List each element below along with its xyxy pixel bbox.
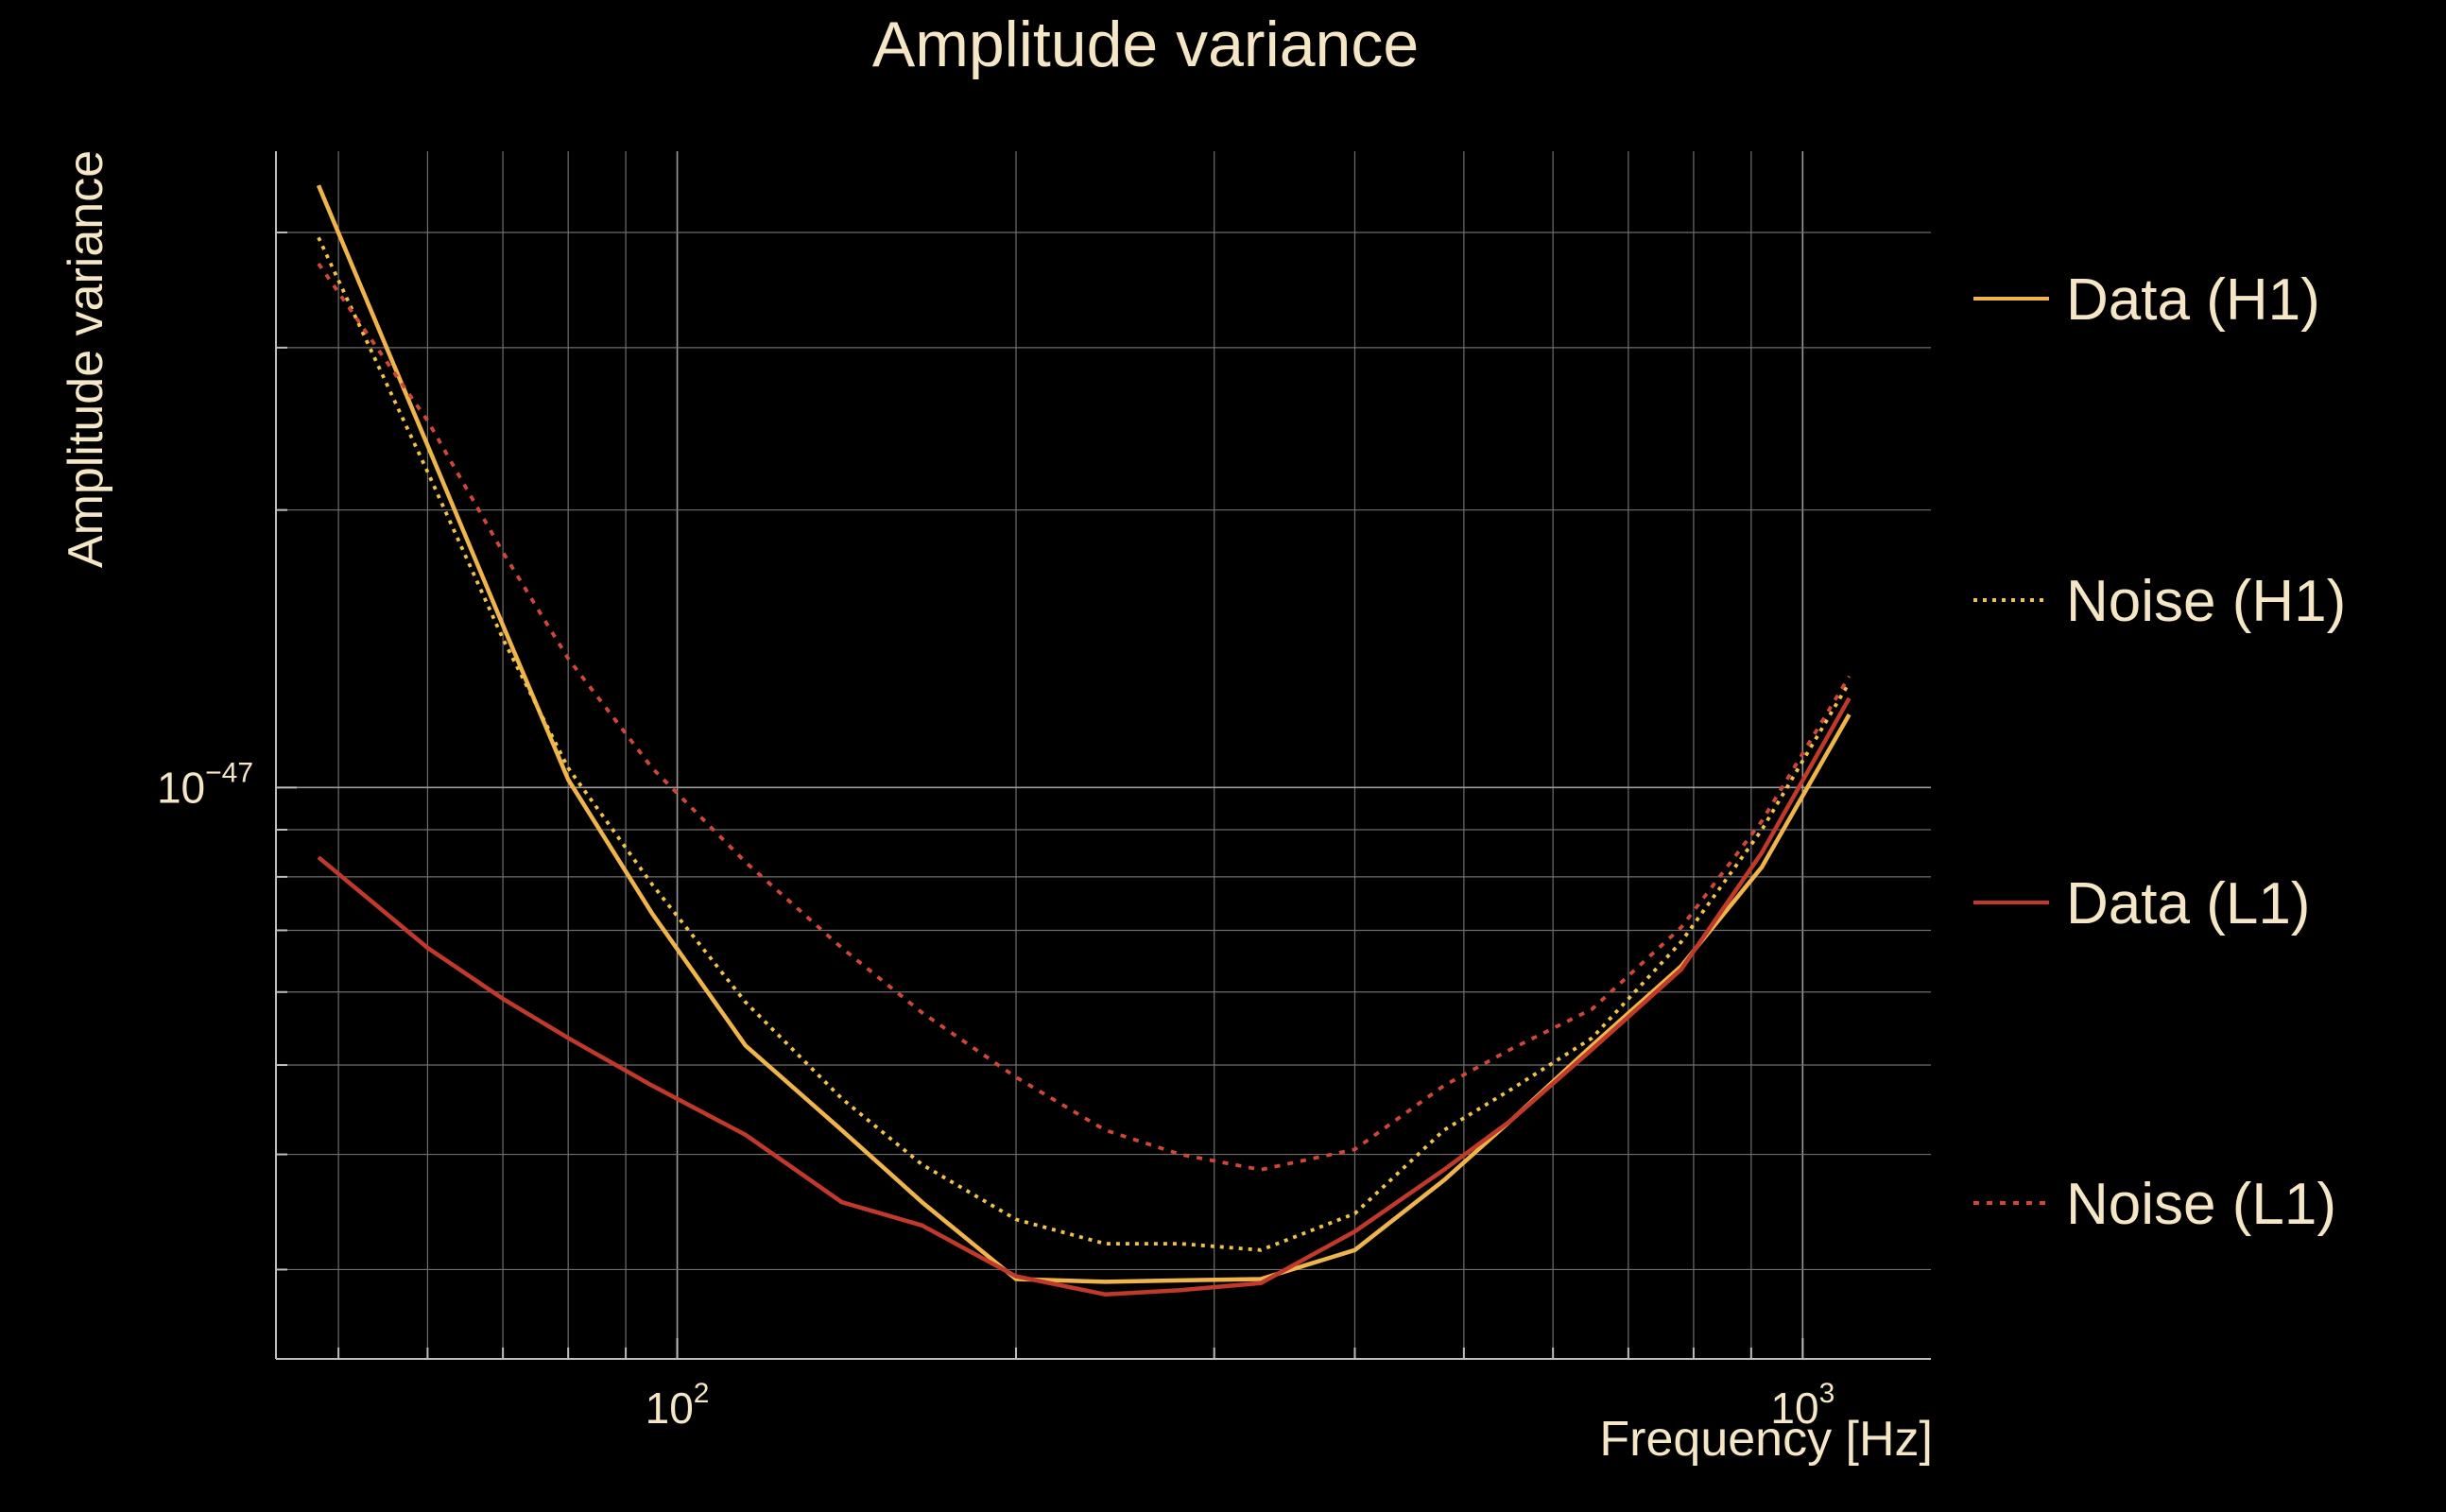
x-axis-label: Frequency [Hz] <box>1599 1412 1933 1467</box>
y-tick-label: 10−47 <box>157 757 253 812</box>
axes <box>275 151 1931 1360</box>
series-line-noise-l1 <box>317 262 1852 1172</box>
chart-title: Amplitude variance <box>872 9 1419 80</box>
legend-label-data-l1: Data (L1) <box>2066 871 2310 936</box>
x-tick-label: 103 <box>1770 1378 1834 1433</box>
legend-label-data-h1: Data (H1) <box>2066 267 2320 333</box>
x-tick-label: 102 <box>646 1378 710 1433</box>
y-axis-label: Amplitude variance <box>59 150 113 568</box>
tick-labels: 102 103 10−47 <box>157 757 1834 1433</box>
legend-label-noise-h1: Noise (H1) <box>2066 569 2346 634</box>
series-line-data-l1 <box>317 696 1852 1297</box>
series-line-noise-h1 <box>317 236 1852 1252</box>
legend-label-noise-l1: Noise (L1) <box>2066 1172 2336 1237</box>
series-line-data-h1 <box>316 184 1852 1284</box>
legend: Data (H1) Noise (H1) Data (L1) Noise (L1) <box>1973 267 2346 1237</box>
series-lines <box>316 184 1852 1297</box>
